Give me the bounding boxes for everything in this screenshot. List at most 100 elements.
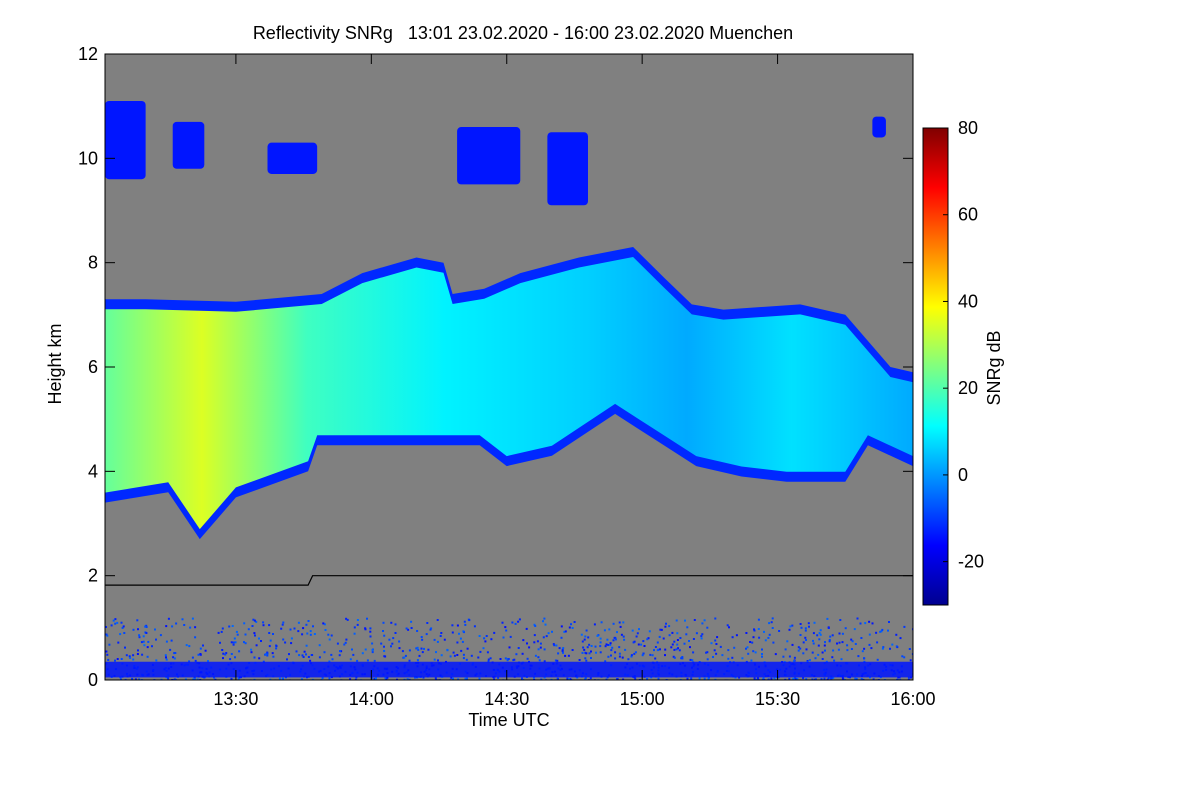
- clutter-pixel: [456, 654, 459, 656]
- clutter-pixel: [646, 677, 649, 680]
- clutter-pixel: [318, 644, 321, 647]
- clutter-pixel: [753, 629, 756, 632]
- clutter-pixel: [673, 648, 676, 651]
- clutter-pixel: [756, 677, 759, 680]
- clutter-pixel: [692, 651, 695, 654]
- clutter-pixel: [289, 628, 292, 631]
- clutter-pixel: [502, 636, 505, 639]
- clutter-pixel: [452, 651, 455, 654]
- clutter-pixel: [836, 642, 838, 645]
- clutter-pixel: [868, 643, 871, 646]
- clutter-pixel: [703, 619, 706, 622]
- clutter-pixel: [456, 641, 459, 644]
- clutter-pixel: [505, 629, 508, 632]
- clutter-pixel: [355, 676, 358, 679]
- clutter-pixel: [119, 633, 122, 636]
- clutter-pixel: [353, 632, 356, 635]
- clutter-pixel: [888, 621, 890, 623]
- clutter-pixel: [406, 678, 409, 680]
- clutter-pixel: [864, 622, 867, 625]
- clutter-pixel: [487, 660, 490, 663]
- clutter-pixel: [811, 651, 814, 654]
- clutter-pixel: [345, 638, 348, 641]
- clutter-pixel: [271, 652, 274, 655]
- clutter-pixel: [380, 642, 383, 645]
- clutter-pixel: [856, 617, 859, 620]
- clutter-pixel: [382, 630, 384, 632]
- clutter-pixel: [440, 654, 443, 657]
- clutter-pixel: [311, 678, 314, 680]
- clutter-pixel: [117, 641, 120, 644]
- clutter-pixel: [229, 658, 232, 661]
- clutter-pixel: [254, 634, 256, 637]
- clutter-pixel: [509, 635, 512, 638]
- clutter-pixel: [653, 649, 655, 652]
- clutter-pixel: [504, 626, 507, 629]
- clutter-pixel: [383, 650, 386, 652]
- clutter-pixel: [675, 648, 678, 651]
- clutter-pixel: [673, 656, 676, 659]
- clutter-pixel: [860, 637, 863, 639]
- clutter-pixel: [547, 632, 550, 635]
- clutter-pixel: [238, 650, 241, 653]
- clutter-pixel: [753, 628, 755, 631]
- clutter-pixel: [757, 678, 760, 680]
- clutter-pixel: [361, 652, 364, 655]
- clutter-pixel: [167, 677, 170, 680]
- clutter-pixel: [706, 658, 709, 661]
- clutter-pixel: [817, 644, 820, 647]
- clutter-pixel: [268, 645, 271, 648]
- clutter-pixel: [268, 632, 271, 634]
- clutter-pixel: [408, 649, 411, 652]
- clutter-pixel: [513, 658, 516, 661]
- clutter-pixel: [824, 649, 826, 652]
- clutter-pixel: [105, 650, 108, 653]
- clutter-pixel: [487, 658, 490, 661]
- clutter-pixel: [416, 659, 419, 662]
- clutter-pixel: [539, 646, 542, 649]
- clutter-pixel: [703, 677, 706, 680]
- clutter-pixel: [479, 650, 482, 653]
- clutter-pixel: [422, 676, 425, 679]
- clutter-pixel: [556, 659, 559, 662]
- clutter-pixel: [555, 644, 558, 647]
- clutter-pixel: [309, 630, 312, 633]
- clutter-pixel: [734, 676, 737, 679]
- clutter-pixel: [692, 638, 695, 640]
- clutter-pixel: [543, 648, 546, 651]
- clutter-pixel: [648, 630, 651, 633]
- clutter-pixel: [268, 624, 271, 627]
- clutter-pixel: [311, 654, 314, 656]
- clutter-pixel: [165, 625, 168, 628]
- clutter-pixel: [462, 657, 465, 660]
- clutter-pixel: [768, 622, 771, 625]
- clutter-pixel: [726, 624, 729, 627]
- clutter-pixel: [408, 659, 411, 662]
- clutter-pixel: [132, 628, 135, 631]
- clutter-pixel: [585, 629, 588, 632]
- clutter-pixel: [901, 655, 904, 658]
- clutter-pixel: [526, 642, 528, 645]
- clutter-pixel: [465, 677, 468, 680]
- clutter-pixel: [583, 638, 586, 641]
- clutter-pixel: [260, 640, 262, 642]
- clutter-pixel: [528, 646, 531, 649]
- clutter-pixel: [142, 640, 145, 643]
- clutter-pixel: [466, 647, 469, 650]
- clutter-pixel: [269, 678, 272, 680]
- clutter-pixel: [543, 676, 546, 679]
- clutter-pixel: [114, 659, 116, 662]
- clutter-pixel: [656, 649, 659, 652]
- clutter-pixel: [369, 635, 372, 638]
- clutter-pixel: [356, 619, 359, 621]
- clutter-pixel: [875, 631, 878, 634]
- clutter-pixel: [366, 617, 368, 620]
- clutter-pixel: [321, 677, 324, 679]
- clutter-pixel: [309, 633, 312, 636]
- clutter-pixel: [799, 647, 802, 650]
- clutter-pixel: [599, 641, 602, 644]
- clutter-pixel: [735, 634, 738, 637]
- clutter-pixel: [594, 645, 597, 648]
- clutter-pixel: [192, 678, 195, 680]
- plot-area: [104, 53, 914, 681]
